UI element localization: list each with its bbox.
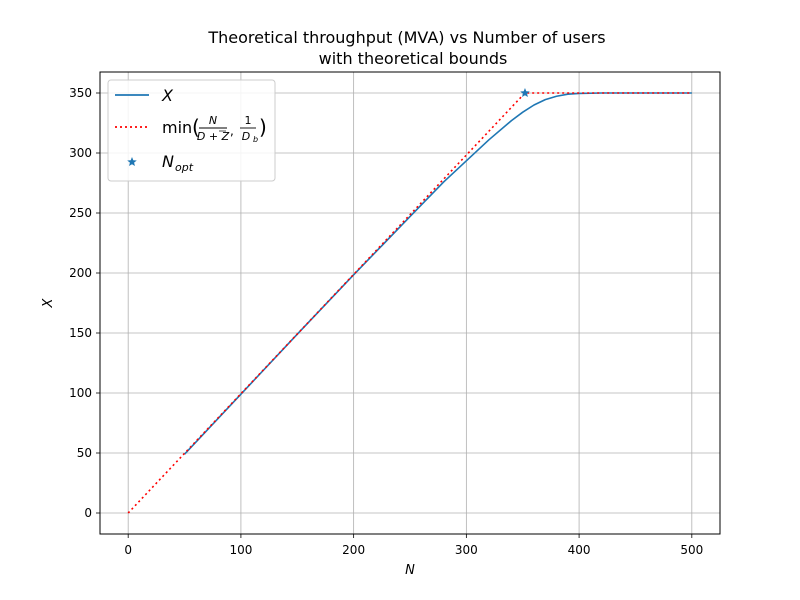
plot-frame [99,71,721,535]
x-tick-label: 100 [229,543,252,557]
svg-text:1: 1 [245,114,252,127]
svg-text:N: N [209,114,217,127]
x-tick-label: 400 [568,543,591,557]
y-tick-label: 50 [77,446,92,460]
legend-label-bound: min ( N D + Z , 1 D b ) [162,114,267,144]
nopt-point [520,88,530,98]
x-tick-label: 500 [680,543,703,557]
x-tick-label: 0 [124,543,132,557]
tick-layer: 0 100 200 300 400 500 0 50 100 150 200 250 300 350 [69,86,703,557]
legend-label-x: X [161,86,174,105]
legend-swatch-nopt [127,157,137,167]
y-tick-label: 100 [69,386,92,400]
svg-text:N: N [162,152,174,171]
svg-text:,: , [230,124,234,138]
chart-title-line-1: Theoretical throughput (MVA) vs Number o… [207,28,605,47]
legend-label-nopt: N opt [162,152,194,174]
y-tick-label: 350 [69,86,92,100]
x-tick-label: 300 [455,543,478,557]
y-tick-label: 0 [84,506,92,520]
x-tick-label: 200 [342,543,365,557]
y-tick-label: 300 [69,146,92,160]
legend: X min ( N D + Z , 1 D b ) N opt [107,79,276,182]
svg-text:D + Z: D + Z [197,130,230,143]
svg-text:(: ( [192,115,200,139]
legend-box [107,79,276,182]
svg-text:D: D [242,130,250,143]
y-tick-label: 150 [69,326,92,340]
x-axis-label: N [405,563,415,578]
y-tick-label: 200 [69,266,92,280]
y-tick-label: 250 [69,206,92,220]
chart-title-line-2: with theoretical bounds [319,49,508,68]
svg-text:): ) [259,115,267,139]
series-layer [127,88,692,514]
svg-text:b: b [253,135,258,144]
y-axis-label: X [41,297,56,308]
svg-text:opt: opt [175,161,194,174]
svg-text:min: min [162,118,192,137]
